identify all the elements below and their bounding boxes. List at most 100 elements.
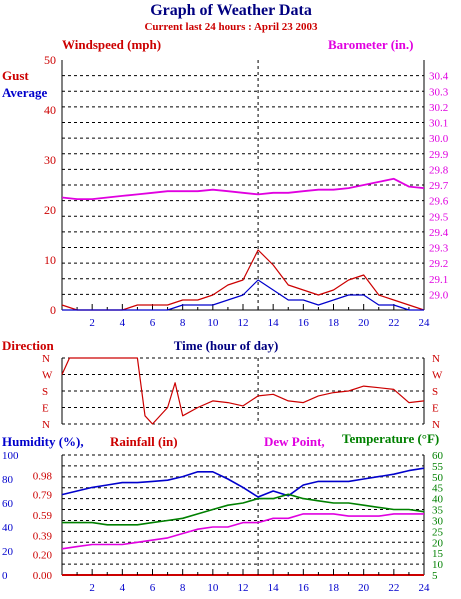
series-temperature <box>62 493 425 526</box>
barometer-tick-label: 29.2 <box>429 258 448 270</box>
x-tick-label: 6 <box>150 317 156 329</box>
windspeed-tick-label: 10 <box>44 253 56 267</box>
barometer-tick-label: 29.8 <box>429 164 449 176</box>
barometer-tick-label: 29.3 <box>429 243 449 255</box>
x-tick-label: 18 <box>328 582 340 594</box>
temperature-tick-label: 15 <box>432 548 444 560</box>
direction-tick-label: E <box>42 403 49 415</box>
direction-tick-label: N <box>432 353 440 365</box>
barometer-tick-label: 30.1 <box>429 118 448 130</box>
x-tick-label: 20 <box>358 582 370 594</box>
x-tick-label: 8 <box>180 582 186 594</box>
barometer-tick-label: 29.4 <box>429 227 449 239</box>
legend-average: Average <box>2 85 47 100</box>
x-tick-label: 12 <box>238 317 249 329</box>
barometer-tick-label: 30.3 <box>429 86 449 98</box>
windspeed-tick-label: 40 <box>44 103 56 117</box>
x-tick-label: 16 <box>298 317 310 329</box>
rainfall-tick-label: 0.79 <box>33 490 53 502</box>
barometer-tick-label: 29.9 <box>429 149 449 161</box>
temperature-tick-label: 30 <box>432 515 444 527</box>
barometer-tick-label: 29.1 <box>429 274 448 286</box>
x-tick-label: 14 <box>268 582 280 594</box>
page-subtitle: Current last 24 hours : April 23 2003 <box>144 21 318 33</box>
direction-tick-label: N <box>42 353 50 365</box>
temperature-tick-label: 35 <box>432 505 444 517</box>
temperature-tick-label: 25 <box>432 526 444 538</box>
barometer-tick-label: 29.6 <box>429 196 449 208</box>
temperature-tick-label: 40 <box>432 494 444 506</box>
windspeed-tick-label: 0 <box>50 303 56 317</box>
windspeed-tick-label: 20 <box>44 203 56 217</box>
barometer-tick-label: 30.2 <box>429 102 448 114</box>
rainfall-tick-label: 0.39 <box>33 530 53 542</box>
windspeed-axis-label: Windspeed (mph) <box>62 37 161 52</box>
series-direction <box>61 357 425 425</box>
temperature-tick-label: 55 <box>432 461 444 473</box>
x-tick-label: 2 <box>89 317 95 329</box>
x-tick-label: 18 <box>328 317 340 329</box>
temperature-tick-label: 50 <box>432 472 444 484</box>
barometer-tick-label: 29.7 <box>429 180 449 192</box>
humidity-tick-label: 60 <box>2 498 14 510</box>
direction-tick-label: S <box>432 386 438 398</box>
humidity-tick-label: 0 <box>2 570 8 582</box>
humidity-tick-label: 40 <box>2 522 14 534</box>
x-tick-label: 16 <box>298 582 310 594</box>
rainfall-tick-label: 0.98 <box>33 470 53 482</box>
humidity-tick-label: 100 <box>2 450 19 462</box>
temperature-tick-label: 60 <box>432 450 444 462</box>
direction-tick-label: W <box>432 370 443 382</box>
x-tick-label: 12 <box>238 582 249 594</box>
windspeed-tick-label: 30 <box>44 153 56 167</box>
x-tick-label: 22 <box>388 582 399 594</box>
direction-tick-label: S <box>42 386 48 398</box>
windspeed-tick-label: 50 <box>44 53 56 67</box>
dewpoint-label: Dew Point, <box>264 434 325 449</box>
x-tick-label: 20 <box>358 317 370 329</box>
temperature-tick-label: 20 <box>432 537 444 549</box>
series-gust <box>61 249 425 311</box>
temperature-tick-label: 10 <box>432 559 444 571</box>
barometer-axis-label: Barometer (in.) <box>328 37 413 52</box>
rainfall-tick-label: 0.20 <box>33 550 53 562</box>
rainfall-tick-label: 0.00 <box>33 570 53 582</box>
barometer-tick-label: 29.5 <box>429 211 449 223</box>
barometer-tick-label: 29.0 <box>429 289 449 301</box>
plot-layer: 29.0 29.1 29.2 29.3 29.4 29.5 29.6 29.7 29.8 29.9… <box>2 53 449 594</box>
x-tick-label: 10 <box>207 317 219 329</box>
x-tick-label: 4 <box>120 582 126 594</box>
humidity-tick-label: 20 <box>2 546 14 558</box>
direction-tick-label: E <box>432 403 439 415</box>
direction-tick-label: W <box>42 370 53 382</box>
temperature-tick-label: 45 <box>432 483 444 495</box>
series-average <box>62 279 424 311</box>
x-tick-label: 22 <box>388 317 399 329</box>
x-tick-label: 24 <box>419 582 431 594</box>
time-axis-label: Time (hour of day) <box>174 338 279 353</box>
x-tick-label: 6 <box>150 582 156 594</box>
direction-tick-label: N <box>42 419 50 431</box>
direction-title: Direction <box>2 338 55 353</box>
x-tick-label: 4 <box>120 317 126 329</box>
legend-gust: Gust <box>2 68 29 83</box>
series-humidity <box>61 467 425 498</box>
x-tick-label: 8 <box>180 317 186 329</box>
temperature-tick-label: 5 <box>432 570 438 582</box>
series-barometer <box>61 177 425 201</box>
series-dew-point <box>61 513 424 550</box>
page-title: Graph of Weather Data <box>150 2 312 19</box>
rainfall-tick-label: 0.59 <box>33 510 53 522</box>
humidity-tick-label: 80 <box>2 474 14 486</box>
barometer-tick-label: 30.0 <box>429 133 449 145</box>
x-tick-label: 14 <box>268 317 280 329</box>
barometer-tick-label: 30.4 <box>429 71 449 83</box>
humidity-label: Humidity (%), <box>2 434 84 449</box>
temperature-label: Temperature (°F) <box>342 431 439 446</box>
direction-tick-label: N <box>432 419 440 431</box>
x-tick-label: 24 <box>419 317 431 329</box>
x-tick-label: 10 <box>207 582 219 594</box>
x-tick-label: 2 <box>89 582 95 594</box>
rainfall-label: Rainfall (in) <box>110 434 178 449</box>
